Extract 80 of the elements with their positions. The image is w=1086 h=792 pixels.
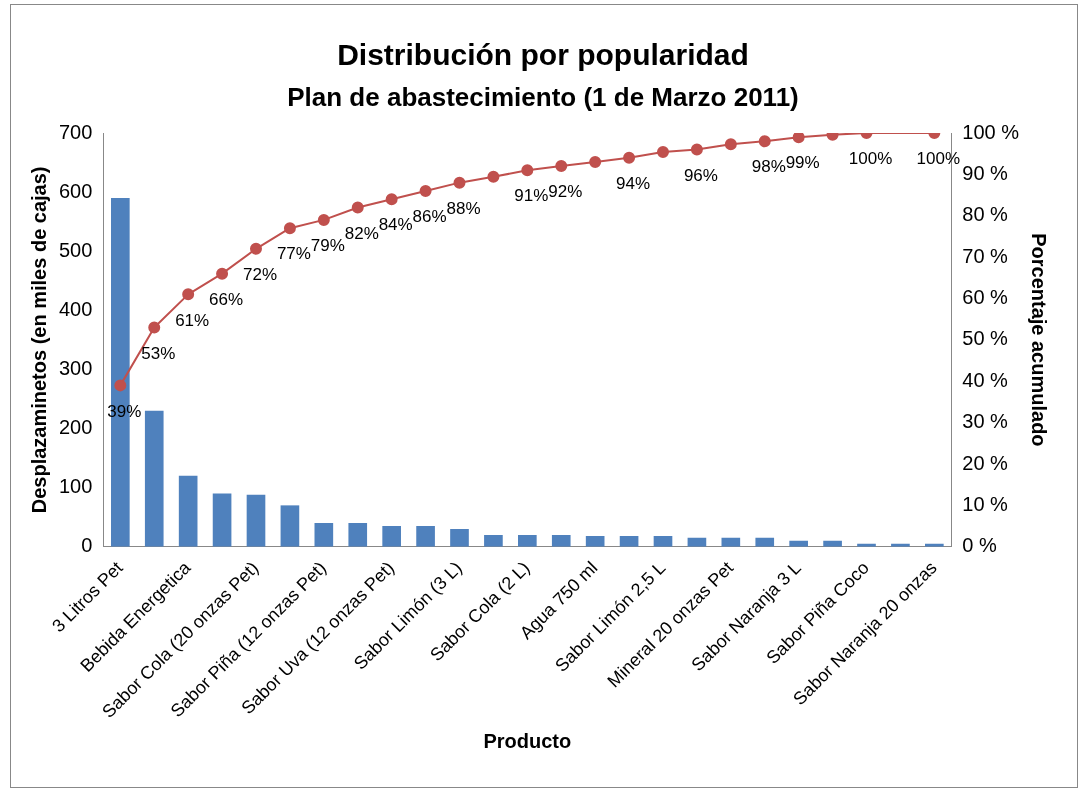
bar	[755, 537, 775, 547]
point	[589, 155, 602, 168]
y2-tick-label: 100 %	[962, 120, 1020, 143]
point	[724, 138, 737, 151]
data-label: 88%	[446, 198, 481, 218]
y-tick-label: 400	[58, 297, 93, 320]
point	[657, 146, 669, 159]
point	[419, 184, 432, 197]
point	[385, 193, 398, 206]
data-label: 53%	[141, 343, 176, 363]
bar	[653, 536, 673, 547]
bar	[314, 523, 334, 547]
data-label: 66%	[209, 289, 244, 309]
y-tick-label: 200	[58, 416, 93, 439]
point	[148, 321, 161, 334]
y-tick-label: 700	[58, 120, 93, 143]
data-label: 77%	[276, 244, 311, 264]
data-label: 72%	[242, 265, 278, 285]
y-tick-label: 600	[58, 179, 93, 202]
bar	[348, 523, 368, 547]
y2-tick-label: 50 %	[962, 327, 1009, 350]
point	[114, 379, 127, 392]
point	[283, 222, 296, 235]
x-axis-title: Producto	[483, 729, 572, 752]
point	[216, 267, 229, 280]
bar	[382, 526, 401, 547]
point	[623, 151, 636, 164]
y2-tick-label: 60 %	[962, 286, 1009, 309]
bar	[212, 493, 232, 547]
y2-tick-label: 80 %	[962, 203, 1009, 226]
bar	[585, 536, 605, 547]
data-label: 92%	[548, 182, 583, 202]
y2-tick-label: 10 %	[962, 492, 1009, 515]
y-axis-title: Desplazaminetos (en miles de cajas)	[27, 166, 50, 514]
data-label: 96%	[683, 165, 718, 185]
bar	[144, 410, 164, 547]
point	[758, 135, 771, 148]
bar	[246, 494, 266, 547]
y2-tick-label: 40 %	[962, 368, 1009, 391]
point	[690, 143, 703, 156]
data-label: 91%	[514, 186, 549, 206]
y-tick-label: 0	[81, 534, 93, 557]
point	[250, 242, 262, 255]
point	[453, 176, 466, 189]
bar	[619, 536, 639, 547]
bar	[416, 526, 435, 547]
bar	[551, 534, 571, 547]
data-label: 61%	[175, 310, 210, 330]
point	[792, 133, 805, 144]
y2-axis-title: Porcentaje acumulado	[1028, 233, 1051, 447]
data-label: 84%	[378, 215, 413, 235]
data-label: 99%	[785, 153, 820, 173]
bar	[518, 534, 537, 547]
point	[182, 288, 195, 301]
bar	[484, 534, 503, 547]
bar	[450, 529, 469, 547]
y2-tick-label: 30 %	[962, 410, 1009, 433]
point	[351, 201, 364, 214]
chart-title: Distribución por popularidad	[336, 38, 750, 72]
data-label: 82%	[344, 223, 379, 243]
y-tick-label: 300	[58, 356, 93, 379]
point	[317, 213, 330, 226]
y-tick-label: 500	[58, 238, 93, 261]
y-tick-label: 100	[58, 475, 93, 498]
point	[555, 160, 568, 173]
chart-subtitle: Plan de abastecimiento (1 de Marzo 2011)	[286, 82, 800, 113]
bar	[178, 475, 198, 547]
point	[521, 164, 534, 177]
y2-tick-label: 90 %	[962, 161, 1009, 184]
bar	[280, 505, 300, 547]
data-label: 86%	[412, 207, 447, 227]
y2-tick-label: 70 %	[962, 244, 1009, 267]
point	[487, 170, 500, 183]
data-label: 98%	[751, 157, 786, 177]
y2-tick-label: 0 %	[962, 534, 997, 557]
y2-tick-label: 20 %	[962, 451, 1009, 474]
data-label: 94%	[616, 174, 651, 194]
data-label: 100%	[916, 149, 961, 169]
data-label: 100%	[848, 149, 893, 169]
data-label: 79%	[310, 236, 345, 256]
